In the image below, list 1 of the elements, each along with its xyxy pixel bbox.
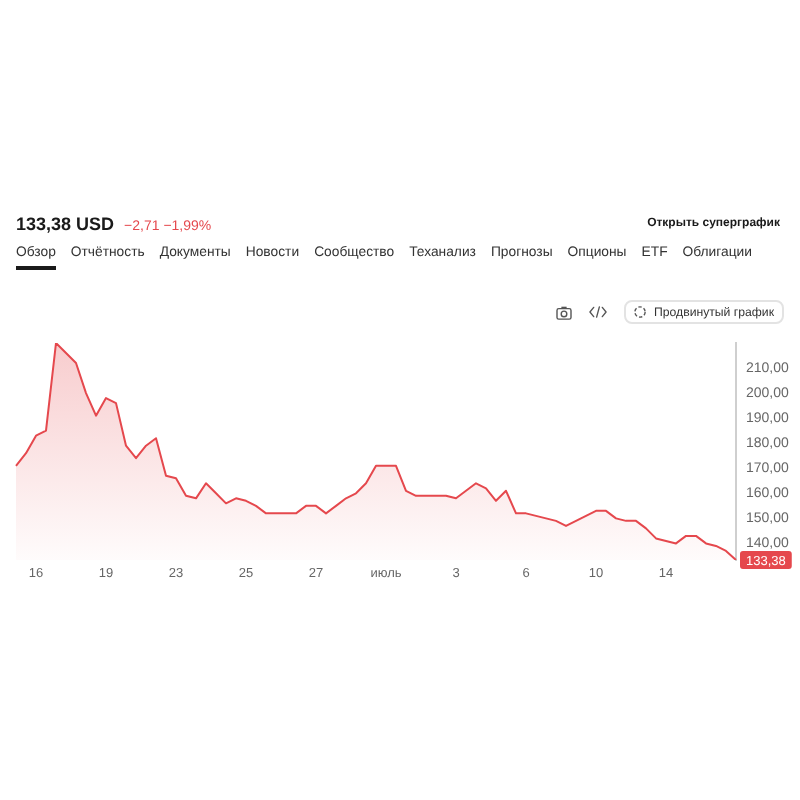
chart-title: 133,38 USD [16, 214, 115, 234]
